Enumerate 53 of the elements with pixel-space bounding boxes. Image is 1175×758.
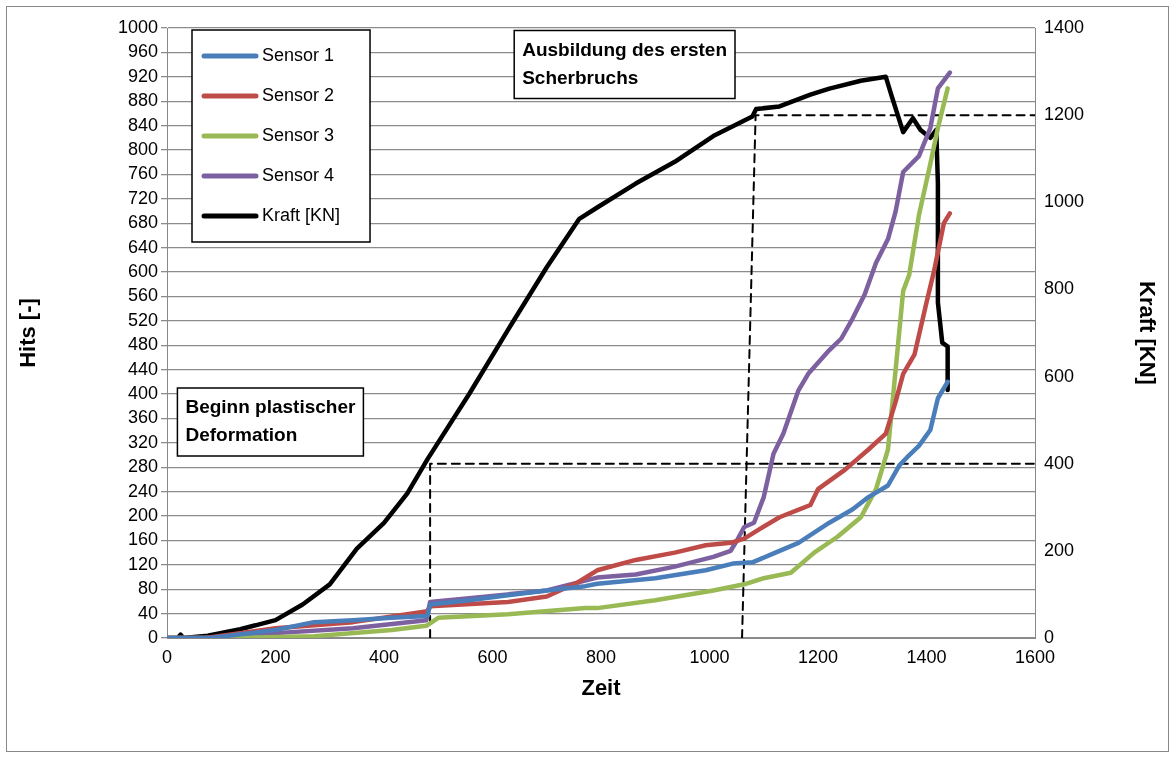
y-tick-label: 80: [137, 578, 158, 599]
y2-tick-label: 200: [1044, 539, 1075, 560]
y-tick-label: 480: [127, 334, 158, 355]
y2-tick-label: 600: [1044, 365, 1075, 386]
y-tick-label: 920: [127, 65, 158, 86]
y-tick-label: 120: [127, 553, 158, 574]
x-tick-label: 400: [368, 646, 400, 667]
y-axis-title: Hits [-]: [15, 298, 41, 368]
y-tick-label: 400: [127, 382, 158, 403]
legend-label: Sensor 4: [262, 164, 335, 185]
y-tick-label: 0: [147, 626, 158, 647]
x-tick-label: 0: [161, 646, 173, 667]
legend-label: Sensor 3: [262, 124, 335, 145]
y-tick-label: 760: [127, 163, 158, 184]
y-tick-label: 200: [127, 504, 158, 525]
legend-label: Sensor 1: [262, 44, 335, 65]
legend-label: Kraft [KN]: [262, 204, 341, 225]
y-tick-label: 720: [127, 187, 158, 208]
x-tick-label: 200: [260, 646, 291, 667]
y-tick-label: 560: [127, 285, 158, 306]
y-tick-label: 800: [127, 138, 158, 159]
x-tick-label: 800: [585, 646, 617, 667]
y2-tick-label: 1200: [1044, 104, 1085, 125]
annotation: Beginn plastischer Deformation: [185, 396, 357, 446]
y-tick-label: 520: [127, 309, 158, 330]
y2-tick-label: 800: [1044, 278, 1075, 299]
y2-tick-label: 0: [1044, 626, 1055, 647]
y-tick-label: 240: [127, 480, 158, 501]
x-tick-label: 1400: [906, 646, 947, 667]
y-tick-label: 40: [137, 602, 158, 623]
x-tick-label: 1600: [1014, 646, 1056, 667]
x-tick-label: 1200: [797, 646, 839, 667]
y2-tick-label: 1400: [1044, 16, 1085, 37]
y-tick-label: 440: [127, 358, 158, 379]
y2-tick-label: 1000: [1044, 191, 1085, 212]
y-tick-label: 840: [127, 114, 158, 135]
y-tick-label: 600: [127, 260, 158, 281]
annotation: Ausbildung des ersten Scherbruchs: [522, 38, 728, 88]
y-tick-label: 280: [127, 456, 158, 477]
y-tick-label: 160: [127, 529, 158, 550]
x-axis-title: Zeit: [581, 674, 622, 700]
y-tick-label: 880: [127, 90, 158, 111]
x-tick-label: 600: [477, 646, 508, 667]
y2-axis-title: Kraft [KN]: [1134, 281, 1160, 385]
y-tick-label: 640: [127, 236, 158, 257]
x-tick-label: 1000: [689, 646, 730, 667]
y-tick-label: 960: [127, 41, 158, 62]
legend-label: Sensor 2: [262, 84, 335, 105]
y-tick-label: 320: [127, 431, 158, 452]
y-tick-label: 360: [127, 407, 158, 428]
y-tick-label: 1000: [117, 16, 158, 37]
y2-tick-label: 400: [1044, 452, 1075, 473]
y-tick-label: 680: [127, 212, 158, 233]
